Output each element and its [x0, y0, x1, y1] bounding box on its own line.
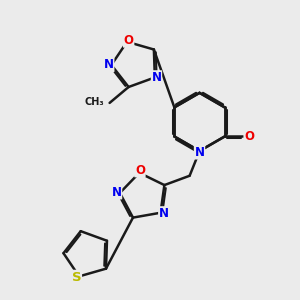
Text: N: N	[194, 146, 205, 159]
Text: O: O	[124, 34, 134, 47]
Text: N: N	[152, 71, 161, 84]
Text: N: N	[159, 207, 169, 220]
Text: O: O	[135, 164, 145, 177]
Text: S: S	[72, 271, 81, 284]
Text: CH₃: CH₃	[84, 97, 104, 106]
Text: N: N	[104, 58, 114, 71]
Text: O: O	[244, 130, 254, 143]
Text: N: N	[112, 186, 122, 199]
